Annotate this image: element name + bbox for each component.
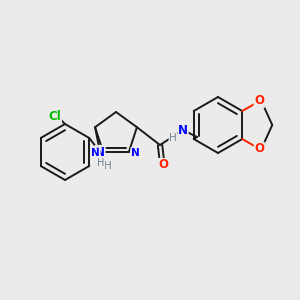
Text: H: H	[169, 133, 177, 143]
Text: H: H	[104, 161, 112, 171]
Text: H: H	[98, 158, 105, 168]
Text: O: O	[158, 158, 168, 172]
Text: N: N	[95, 146, 105, 158]
Text: Cl: Cl	[49, 110, 62, 122]
Text: N: N	[91, 148, 100, 158]
Text: O: O	[254, 142, 264, 155]
Text: N: N	[178, 124, 188, 136]
Text: O: O	[254, 94, 264, 107]
Text: N: N	[131, 148, 140, 158]
